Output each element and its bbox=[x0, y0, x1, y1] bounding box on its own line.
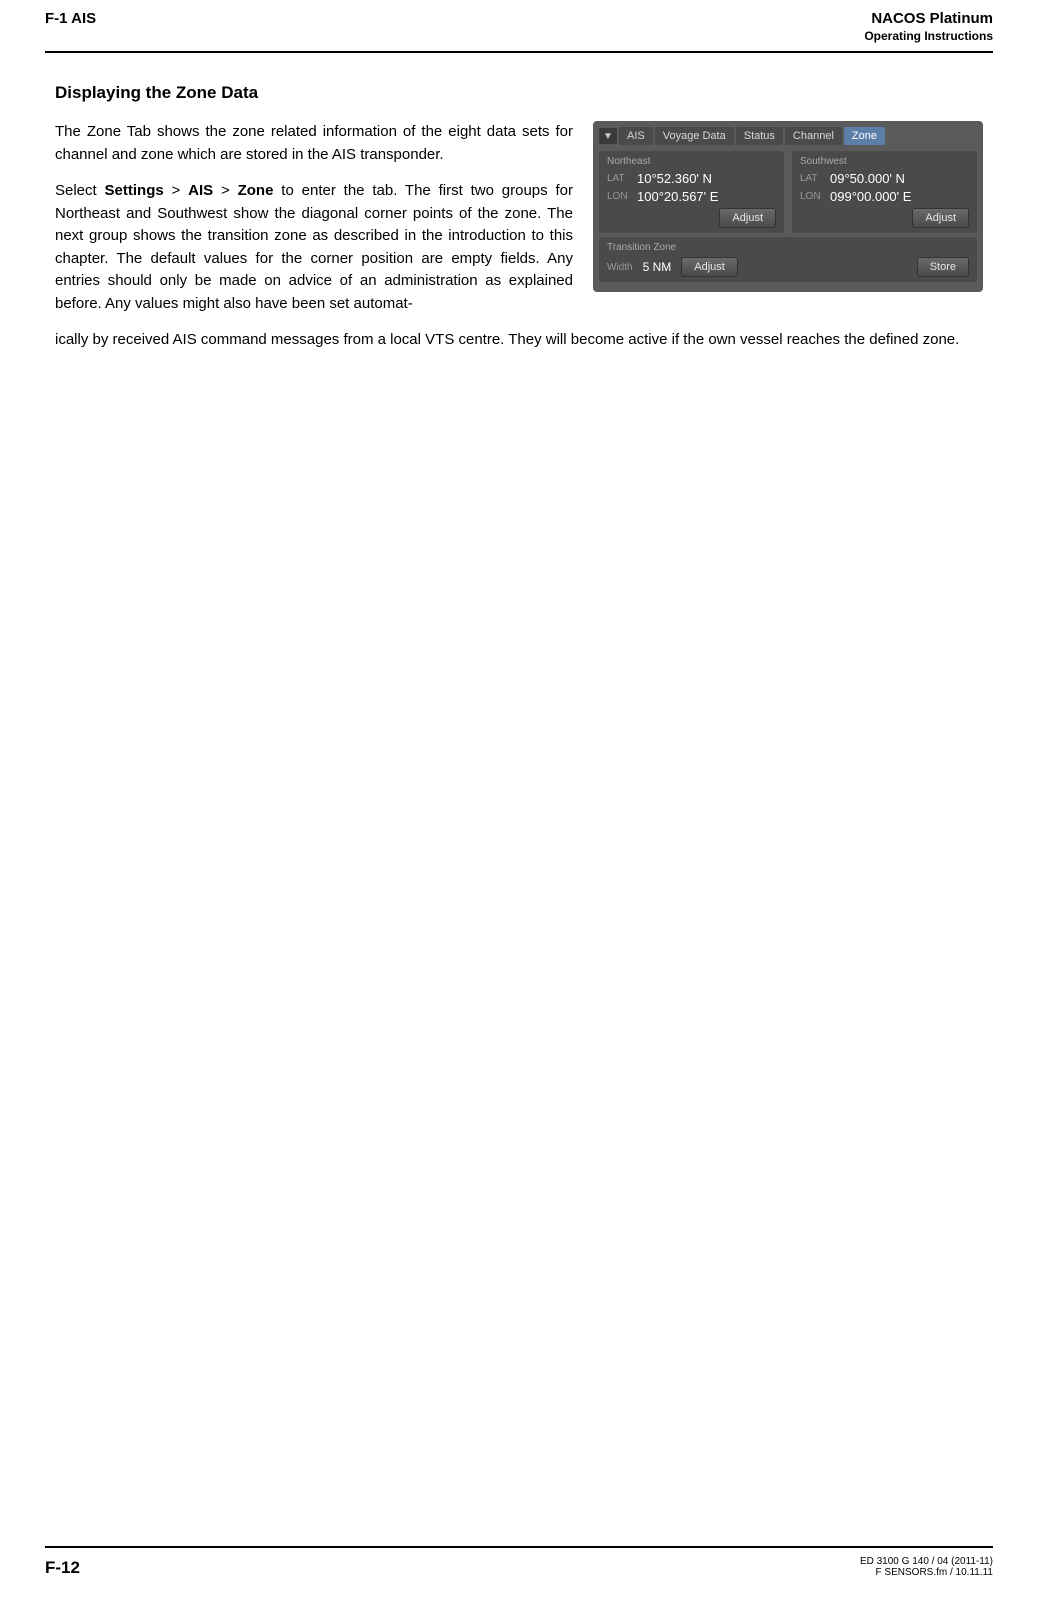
header-right: NACOS Platinum Operating Instructions bbox=[864, 10, 993, 43]
ne-lon-value[interactable]: 100°20.567' E bbox=[637, 189, 776, 204]
store-button[interactable]: Store bbox=[917, 257, 969, 277]
page-number: F-12 bbox=[45, 1558, 80, 1578]
transition-adjust-button[interactable]: Adjust bbox=[681, 257, 738, 277]
header-subtitle: Operating Instructions bbox=[864, 29, 993, 43]
header-left: F-1 AIS bbox=[45, 10, 96, 43]
sw-lon-label: LON bbox=[800, 191, 830, 202]
tab-status[interactable]: Status bbox=[736, 127, 783, 145]
ais-zone-screenshot: ▼ AIS Voyage Data Status Channel Zone No… bbox=[593, 121, 983, 292]
para2-pre: Select bbox=[55, 182, 105, 199]
para2-sep2: > bbox=[213, 182, 237, 199]
ne-lat-label: LAT bbox=[607, 173, 637, 184]
ne-adjust-button[interactable]: Adjust bbox=[719, 208, 776, 228]
sw-lat-value[interactable]: 09°50.000' N bbox=[830, 171, 969, 186]
sw-lat-label: LAT bbox=[800, 173, 830, 184]
northeast-label: Northeast bbox=[607, 156, 776, 167]
para2-zone: Zone bbox=[238, 182, 274, 199]
tabs-row: ▼ AIS Voyage Data Status Channel Zone bbox=[599, 127, 977, 145]
ne-lat-value[interactable]: 10°52.360' N bbox=[637, 171, 776, 186]
footer: F-12 ED 3100 G 140 / 04 (2011-11) F SENS… bbox=[45, 1546, 993, 1578]
paragraph-3: ically by received AIS command messages … bbox=[55, 329, 983, 352]
para2-settings: Settings bbox=[105, 182, 164, 199]
para2-sep1: > bbox=[164, 182, 188, 199]
width-label: Width bbox=[607, 262, 633, 273]
footer-doc-id: ED 3100 G 140 / 04 (2011-11) bbox=[860, 1556, 993, 1567]
content: Displaying the Zone Data The Zone Tab sh… bbox=[45, 83, 993, 1546]
header-divider bbox=[45, 51, 993, 53]
tab-voyage-data[interactable]: Voyage Data bbox=[655, 127, 734, 145]
paragraph-2: Select Settings > AIS > Zone to enter th… bbox=[55, 180, 573, 315]
menu-dropdown-icon[interactable]: ▼ bbox=[599, 128, 617, 144]
footer-right: ED 3100 G 140 / 04 (2011-11) F SENSORS.f… bbox=[860, 1556, 993, 1578]
header: F-1 AIS NACOS Platinum Operating Instruc… bbox=[45, 10, 993, 43]
northeast-section: Northeast LAT 10°52.360' N LON 100°20.56… bbox=[599, 151, 784, 233]
para2-ais: AIS bbox=[188, 182, 213, 199]
header-product-title: NACOS Platinum bbox=[864, 10, 993, 27]
paragraph-1: The Zone Tab shows the zone related info… bbox=[55, 121, 573, 166]
transition-section: Transition Zone Width 5 NM Adjust Store bbox=[599, 237, 977, 282]
tab-channel[interactable]: Channel bbox=[785, 127, 842, 145]
ne-lon-label: LON bbox=[607, 191, 637, 202]
southwest-section: Southwest LAT 09°50.000' N LON 099°00.00… bbox=[792, 151, 977, 233]
body-text-left: The Zone Tab shows the zone related info… bbox=[55, 121, 573, 329]
section-title: Displaying the Zone Data bbox=[55, 83, 983, 103]
southwest-label: Southwest bbox=[800, 156, 969, 167]
sw-adjust-button[interactable]: Adjust bbox=[912, 208, 969, 228]
tab-ais[interactable]: AIS bbox=[619, 127, 653, 145]
transition-label: Transition Zone bbox=[607, 242, 969, 253]
para2-post: to enter the tab. The first two groups f… bbox=[55, 182, 573, 312]
sw-lon-value[interactable]: 099°00.000' E bbox=[830, 189, 969, 204]
width-value[interactable]: 5 NM bbox=[643, 260, 672, 274]
footer-file-date: F SENSORS.fm / 10.11.11 bbox=[860, 1567, 993, 1578]
tab-zone[interactable]: Zone bbox=[844, 127, 885, 145]
